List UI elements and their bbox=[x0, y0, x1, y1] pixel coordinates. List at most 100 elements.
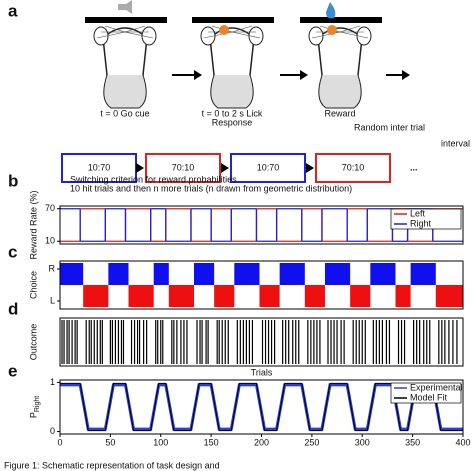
panel-label: b bbox=[8, 171, 18, 190]
legend-box bbox=[390, 208, 462, 230]
block-box bbox=[145, 153, 221, 183]
legend-label: Right bbox=[410, 218, 432, 228]
arrow-head bbox=[306, 163, 314, 173]
choice-run bbox=[128, 285, 154, 307]
legend-label: Experimental bbox=[410, 382, 463, 392]
arrow-head bbox=[402, 70, 410, 80]
step-caption: Response bbox=[212, 117, 253, 127]
block-label: 70:10 bbox=[172, 162, 195, 172]
plot-frame bbox=[59, 260, 464, 310]
whisker bbox=[231, 25, 253, 33]
arrow-head bbox=[300, 70, 308, 80]
block-label: 70:10 bbox=[342, 162, 365, 172]
mouse-ear bbox=[141, 26, 157, 46]
block-box bbox=[315, 153, 391, 183]
choice-run bbox=[435, 285, 463, 307]
y-axis-label: Reward Rate (%) bbox=[28, 190, 38, 259]
legend-label: Left bbox=[410, 208, 426, 218]
choice-run bbox=[370, 263, 396, 285]
lick-spout bbox=[219, 25, 229, 35]
legend-label: Model Fit bbox=[410, 392, 448, 402]
step-caption: Reward bbox=[324, 108, 355, 118]
choice-run bbox=[324, 263, 351, 285]
whisker bbox=[124, 31, 154, 39]
y-tick-label: R bbox=[49, 263, 56, 273]
mouse-ear bbox=[93, 26, 109, 46]
x-tick-label: 400 bbox=[455, 437, 470, 447]
arrow-head bbox=[136, 163, 144, 173]
choice-run bbox=[410, 263, 436, 285]
mouse-ear bbox=[356, 26, 372, 46]
mouse-body bbox=[318, 74, 362, 109]
plot-frame bbox=[59, 205, 464, 245]
y-axis-label-sub: Right bbox=[34, 396, 41, 412]
y-tick-label: 70 bbox=[45, 203, 55, 213]
mouse-body bbox=[210, 74, 254, 109]
y-tick-label: 1 bbox=[50, 377, 55, 387]
iti-text: interval bbox=[441, 138, 470, 148]
y-tick-label: 10 bbox=[45, 236, 55, 246]
x-tick-label: 150 bbox=[204, 437, 219, 447]
choice-run bbox=[83, 285, 109, 307]
arrow-head bbox=[221, 163, 229, 173]
ellipsis: ... bbox=[410, 162, 418, 172]
panel-label: c bbox=[8, 242, 17, 261]
whisker bbox=[339, 25, 361, 33]
x-axis-label: Trials bbox=[251, 367, 273, 377]
choice-run bbox=[108, 263, 129, 285]
panel-label: a bbox=[8, 1, 18, 20]
x-tick-label: 50 bbox=[105, 437, 115, 447]
block-box bbox=[230, 153, 306, 183]
step-caption: t = 0 Go cue bbox=[100, 108, 149, 118]
block-label: 10:70 bbox=[88, 162, 111, 172]
legend-box bbox=[390, 382, 462, 404]
whisker bbox=[124, 25, 146, 33]
y-tick-label: 0 bbox=[50, 426, 55, 436]
choice-run bbox=[304, 285, 325, 307]
choice-run bbox=[60, 263, 84, 285]
note: 10 hit trials and then n more trials (n … bbox=[70, 183, 352, 193]
x-tick-label: 300 bbox=[355, 437, 370, 447]
caption: Figure 1: Schematic representation of ta… bbox=[4, 460, 220, 470]
block-label: 10:70 bbox=[257, 162, 280, 172]
y-axis-label: PRight bbox=[28, 396, 40, 418]
iti-text: Random inter trial bbox=[354, 122, 425, 132]
arrow-head bbox=[194, 70, 202, 80]
mouse-body bbox=[103, 74, 147, 109]
lick-bar bbox=[300, 17, 382, 23]
water-drop bbox=[326, 2, 336, 19]
y-tick-label: L bbox=[50, 295, 55, 305]
lick-bar bbox=[85, 17, 167, 23]
plot-frame bbox=[59, 317, 464, 367]
choice-run bbox=[193, 263, 215, 285]
y-axis-label: Choice bbox=[28, 271, 38, 299]
mouse-ear bbox=[200, 26, 216, 46]
lick-spout bbox=[327, 25, 337, 35]
choice-run bbox=[395, 285, 411, 307]
choice-run bbox=[214, 285, 235, 307]
whisker bbox=[339, 31, 369, 39]
panel-label: d bbox=[8, 299, 18, 318]
choice-run bbox=[234, 263, 260, 285]
plot-frame bbox=[59, 379, 464, 435]
mouse-ear bbox=[248, 26, 264, 46]
x-tick-label: 350 bbox=[405, 437, 420, 447]
note: Switching criterion for reward probabili… bbox=[70, 174, 237, 184]
x-tick-label: 100 bbox=[153, 437, 168, 447]
whisker bbox=[96, 31, 126, 39]
choice-run bbox=[153, 263, 169, 285]
whisker bbox=[231, 31, 261, 39]
choice-run bbox=[279, 263, 305, 285]
whisker bbox=[104, 25, 126, 33]
mouse-ear bbox=[308, 26, 324, 46]
choice-run bbox=[168, 285, 194, 307]
lick-bar bbox=[192, 17, 274, 23]
step-caption: t = 0 to 2 s Lick bbox=[202, 108, 263, 118]
y-axis-label: Outcome bbox=[28, 324, 38, 361]
panel-label: e bbox=[8, 361, 17, 380]
x-tick-label: 0 bbox=[57, 437, 62, 447]
choice-run bbox=[350, 285, 371, 307]
speaker bbox=[118, 0, 132, 14]
x-tick-label: 200 bbox=[254, 437, 269, 447]
